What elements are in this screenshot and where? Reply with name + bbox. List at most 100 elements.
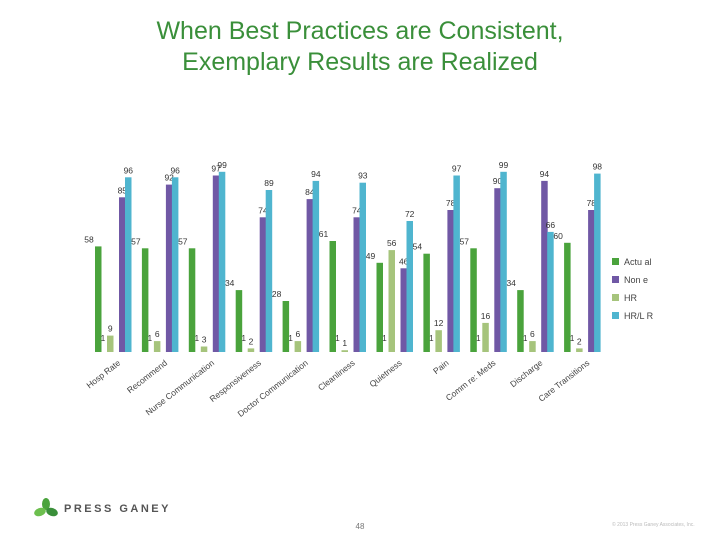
leaf-logo-icon	[34, 498, 58, 517]
bar-hr-lr-doctor-communication	[312, 180, 320, 352]
bar-hr-lr-responsiveness	[265, 190, 273, 352]
bar-hr-pain	[435, 330, 442, 352]
bar-non-hosp-rate	[119, 197, 126, 352]
page-number: 48	[355, 522, 365, 531]
data-label-non-care-transitions: 78	[587, 198, 597, 208]
rank-label-cleanliness: 1	[335, 334, 340, 343]
bar-non-discharge	[541, 180, 548, 352]
bar-hr-lr-hosp-rate	[125, 177, 132, 352]
slide-title: When Best Practices are Consistent, Exem…	[0, 16, 720, 78]
title-line-1: When Best Practices are Consistent,	[156, 17, 564, 45]
bar-non-quietness	[400, 268, 407, 352]
data-label-actual-care-transitions: 60	[553, 231, 563, 241]
bar-hr-recommend	[153, 341, 161, 352]
bar-non-pain	[447, 210, 454, 352]
legend-label-none: Non e	[624, 275, 649, 285]
bar-actual-nurse-communication	[188, 248, 196, 352]
data-label-hr-lr-pain: 97	[452, 164, 462, 174]
bar-non-recommend	[165, 184, 173, 352]
legend-item-none: Non e	[612, 274, 672, 286]
data-label-hr-lr-responsiveness: 89	[264, 178, 274, 188]
legend-label-hr-lr: HR/L R	[624, 311, 654, 321]
data-label-non-quietness: 46	[399, 256, 409, 266]
data-label-actual-hosp-rate: 58	[84, 234, 94, 244]
press-ganey-logo: PRESS GANEY	[34, 498, 171, 520]
category-label-hosp-rate: Hosp Rate	[84, 358, 122, 391]
data-label-hr-lr-nurse-communication: 99	[217, 160, 227, 170]
bar-actual-doctor-communication	[282, 301, 290, 352]
data-label-hr-lr-doctor-communication: 94	[311, 169, 321, 179]
bar-actual-care-transitions	[564, 242, 571, 352]
data-label-hr-lr-cleanliness: 93	[358, 171, 368, 181]
bar-actual-hosp-rate	[95, 246, 102, 352]
data-label-non-recommend: 92	[164, 173, 174, 183]
data-label-non-doctor-communication: 84	[305, 187, 315, 197]
data-label-actual-pain: 54	[413, 242, 423, 252]
data-label-hr-doctor-communication: 6	[296, 329, 301, 339]
data-label-actual-quietness: 49	[366, 251, 376, 261]
data-label-hr-cleanliness: 1	[342, 338, 347, 348]
bar-hr-doctor-communication	[294, 341, 302, 352]
bar-non-care-transitions	[588, 210, 595, 352]
bar-hr-hosp-rate	[107, 335, 114, 352]
data-label-non-hosp-rate: 85	[118, 185, 128, 195]
bar-non-responsiveness	[259, 217, 267, 352]
data-label-hr-lr-quietness: 72	[405, 209, 415, 219]
bar-hr-lr-pain	[453, 175, 460, 352]
data-label-hr-lr-hosp-rate: 96	[124, 165, 134, 175]
legend-item-actual: Actu al	[612, 256, 672, 268]
bar-actual-recommend	[141, 248, 149, 352]
data-label-non-responsiveness: 74	[258, 205, 268, 215]
data-label-actual-recommend: 57	[131, 236, 141, 246]
bar-hr-cleanliness	[341, 350, 348, 352]
data-label-hr-care-transitions: 2	[577, 336, 582, 346]
rank-label-comm-re-meds: 1	[476, 334, 481, 343]
data-label-non-nurse-communication: 97	[211, 164, 221, 174]
rank-label-doctor-communication: 1	[288, 334, 293, 343]
data-label-hr-hosp-rate: 9	[108, 324, 113, 334]
data-label-hr-quietness: 56	[387, 238, 397, 248]
rank-label-nurse-communication: 1	[195, 334, 200, 343]
bar-hr-lr-comm-re-meds	[500, 171, 507, 352]
bar-hr-lr-care-transitions	[594, 173, 601, 352]
bar-hr-care-transitions	[576, 348, 583, 352]
legend-swatch-actual	[612, 258, 619, 265]
data-label-hr-lr-comm-re-meds: 99	[499, 160, 509, 170]
bar-hr-lr-nurse-communication	[218, 171, 226, 352]
logo-text: PRESS GANEY	[64, 503, 171, 515]
data-label-actual-nurse-communication: 57	[178, 236, 188, 246]
data-label-hr-responsiveness: 2	[249, 336, 254, 346]
data-label-actual-responsiveness: 34	[225, 278, 235, 288]
bar-actual-discharge	[517, 290, 524, 352]
category-label-pain: Pain	[431, 358, 451, 377]
bar-hr-quietness	[388, 250, 395, 352]
data-label-actual-comm-re-meds: 57	[460, 236, 470, 246]
data-label-hr-lr-recommend: 96	[170, 165, 180, 175]
bar-hr-lr-recommend	[171, 177, 179, 352]
rank-label-recommend: 1	[148, 334, 153, 343]
bar-actual-cleanliness	[329, 241, 336, 352]
legend-swatch-hr-lr	[612, 312, 619, 319]
bar-actual-responsiveness	[235, 290, 243, 352]
legend-item-hr-lr: HR/L R	[612, 310, 672, 322]
bar-actual-comm-re-meds	[470, 248, 477, 352]
data-label-non-comm-re-meds: 90	[493, 176, 503, 186]
category-label-quietness: Quietness	[367, 358, 403, 389]
bar-non-doctor-communication	[306, 199, 314, 352]
rank-label-care-transitions: 1	[570, 334, 575, 343]
data-label-non-discharge: 94	[540, 169, 550, 179]
chart-legend: Actu al Non e HR HR/L R	[612, 256, 672, 328]
category-label-recommend: Recommend	[125, 358, 169, 396]
legend-item-hr: HR	[612, 292, 672, 304]
title-line-2: Exemplary Results are Realized	[182, 48, 538, 76]
bar-non-nurse-communication	[212, 175, 220, 352]
legend-swatch-none	[612, 276, 619, 283]
bar-hr-lr-cleanliness	[359, 182, 366, 352]
data-label-hr-nurse-communication: 3	[202, 335, 207, 345]
bar-non-comm-re-meds	[494, 188, 501, 352]
data-label-non-pain: 78	[446, 198, 456, 208]
bar-hr-responsiveness	[247, 348, 255, 352]
rank-label-discharge: 1	[523, 334, 528, 343]
bar-hr-nurse-communication	[200, 346, 208, 352]
